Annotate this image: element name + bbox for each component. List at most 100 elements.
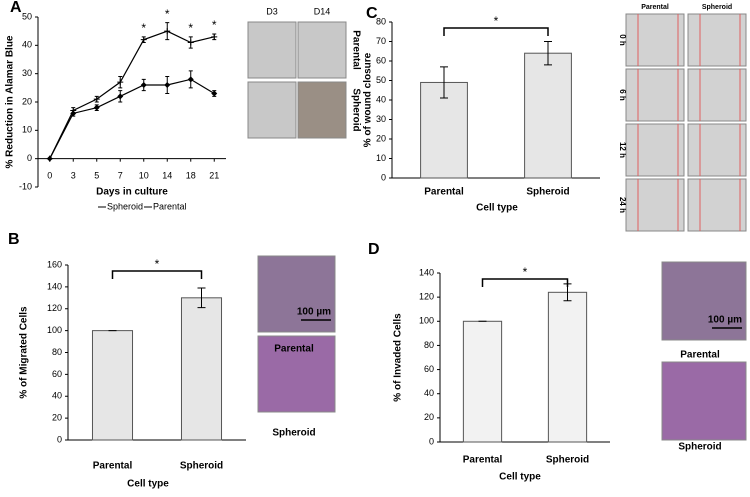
marker <box>187 76 194 83</box>
panel-letter: B <box>8 231 20 248</box>
x-tick-label: 5 <box>94 170 99 180</box>
y-tick-label: 100 <box>419 316 434 326</box>
marker <box>140 82 147 88</box>
micrograph <box>687 123 747 177</box>
marker <box>140 36 147 43</box>
significance: * <box>523 265 528 279</box>
y-tick-label: 0 <box>429 436 434 446</box>
y-tick-label: 40 <box>22 40 32 50</box>
y-tick-label: 0 <box>381 172 386 182</box>
y-tick-label: 30 <box>22 68 32 78</box>
y-tick-label: 0 <box>27 153 32 163</box>
marker <box>187 39 194 46</box>
y-tick-label: 10 <box>22 125 32 135</box>
y-axis-label: % of Migrated Cells <box>19 306 30 399</box>
wound-edge <box>637 14 679 66</box>
y-tick-label: 80 <box>424 340 434 350</box>
bar <box>462 320 503 443</box>
column-label: D14 <box>314 6 331 16</box>
micrograph <box>257 335 336 413</box>
scale-label: 100 µm <box>297 307 331 318</box>
y-tick-label: 20 <box>376 133 386 143</box>
y-tick-label: 20 <box>22 96 32 106</box>
x-axis-label: Cell type <box>499 472 541 483</box>
row-label: 12 h <box>618 142 627 158</box>
y-tick-label: 50 <box>22 11 32 21</box>
y-tick-label: -10 <box>19 181 32 191</box>
y-tick-label: 30 <box>376 114 386 124</box>
x-tick-label: Parental <box>424 187 464 198</box>
bar <box>180 297 223 441</box>
marker <box>211 33 218 40</box>
row-label: 0 h <box>618 34 627 46</box>
y-tick-label: 60 <box>376 55 386 65</box>
micrograph <box>661 361 747 441</box>
x-tick-label: 0 <box>47 170 52 180</box>
panel-letter: D <box>368 241 380 258</box>
y-tick-label: 70 <box>376 36 386 46</box>
micrograph <box>687 68 747 122</box>
marker <box>211 90 218 97</box>
legend-label: Spheroid <box>107 201 143 211</box>
wound-edge <box>699 69 741 121</box>
marker <box>164 82 171 88</box>
y-tick-label: 120 <box>47 303 62 313</box>
x-axis-label: Cell type <box>476 203 518 214</box>
marker <box>70 110 77 117</box>
significance: * <box>494 14 499 28</box>
y-tick-label: 40 <box>52 391 62 401</box>
y-tick-label: 160 <box>47 259 62 269</box>
micrograph <box>247 81 297 139</box>
wound-edge <box>637 124 679 176</box>
y-tick-label: 20 <box>52 413 62 423</box>
y-tick-label: 120 <box>419 292 434 302</box>
wound-edge <box>637 179 679 231</box>
x-axis-label: Days in culture <box>96 187 168 198</box>
scale-label: 100 µm <box>708 315 742 326</box>
significance-bracket <box>481 278 569 287</box>
x-tick-label: Spheroid <box>180 461 223 472</box>
wound-edge <box>699 124 741 176</box>
micrograph <box>625 178 685 232</box>
bar <box>547 291 588 443</box>
x-tick-label: Spheroid <box>526 187 569 198</box>
caption: Parental <box>274 344 314 355</box>
y-tick-label: 50 <box>376 75 386 85</box>
micrograph <box>661 261 747 341</box>
significance: * <box>155 257 160 271</box>
bar <box>524 52 572 179</box>
micrograph <box>297 81 347 139</box>
wound-edge <box>699 14 741 66</box>
marker <box>117 79 124 86</box>
y-tick-label: 100 <box>47 325 62 335</box>
micrograph <box>687 13 747 67</box>
y-tick-label: 0 <box>57 434 62 444</box>
series-line <box>49 30 215 159</box>
significance-bracket <box>111 270 203 279</box>
column-label: D3 <box>266 6 278 16</box>
x-tick-label: Parental <box>93 461 133 472</box>
bar <box>91 330 134 441</box>
micrograph <box>247 21 297 79</box>
row-label: 24 h <box>618 197 627 213</box>
wound-edge <box>699 179 741 231</box>
significance: * <box>212 18 217 32</box>
x-tick-label: 21 <box>209 170 219 180</box>
significance: * <box>141 21 146 35</box>
row-label: Spheroid <box>350 88 361 131</box>
y-axis-label: % Reduction in Alamar Blue <box>5 35 16 168</box>
error-bar <box>197 287 206 309</box>
series-line <box>49 78 215 159</box>
caption: Spheroid <box>272 428 315 439</box>
row-label: 6 h <box>618 89 627 101</box>
x-tick-label: 14 <box>162 170 172 180</box>
y-tick-label: 20 <box>424 412 434 422</box>
caption: Spheroid <box>678 442 721 453</box>
x-tick-label: Parental <box>463 455 503 466</box>
x-tick-label: 3 <box>71 170 76 180</box>
marker <box>46 155 53 162</box>
x-tick-label: 10 <box>139 170 149 180</box>
panel-letter: A <box>10 0 22 16</box>
y-tick-label: 60 <box>424 364 434 374</box>
